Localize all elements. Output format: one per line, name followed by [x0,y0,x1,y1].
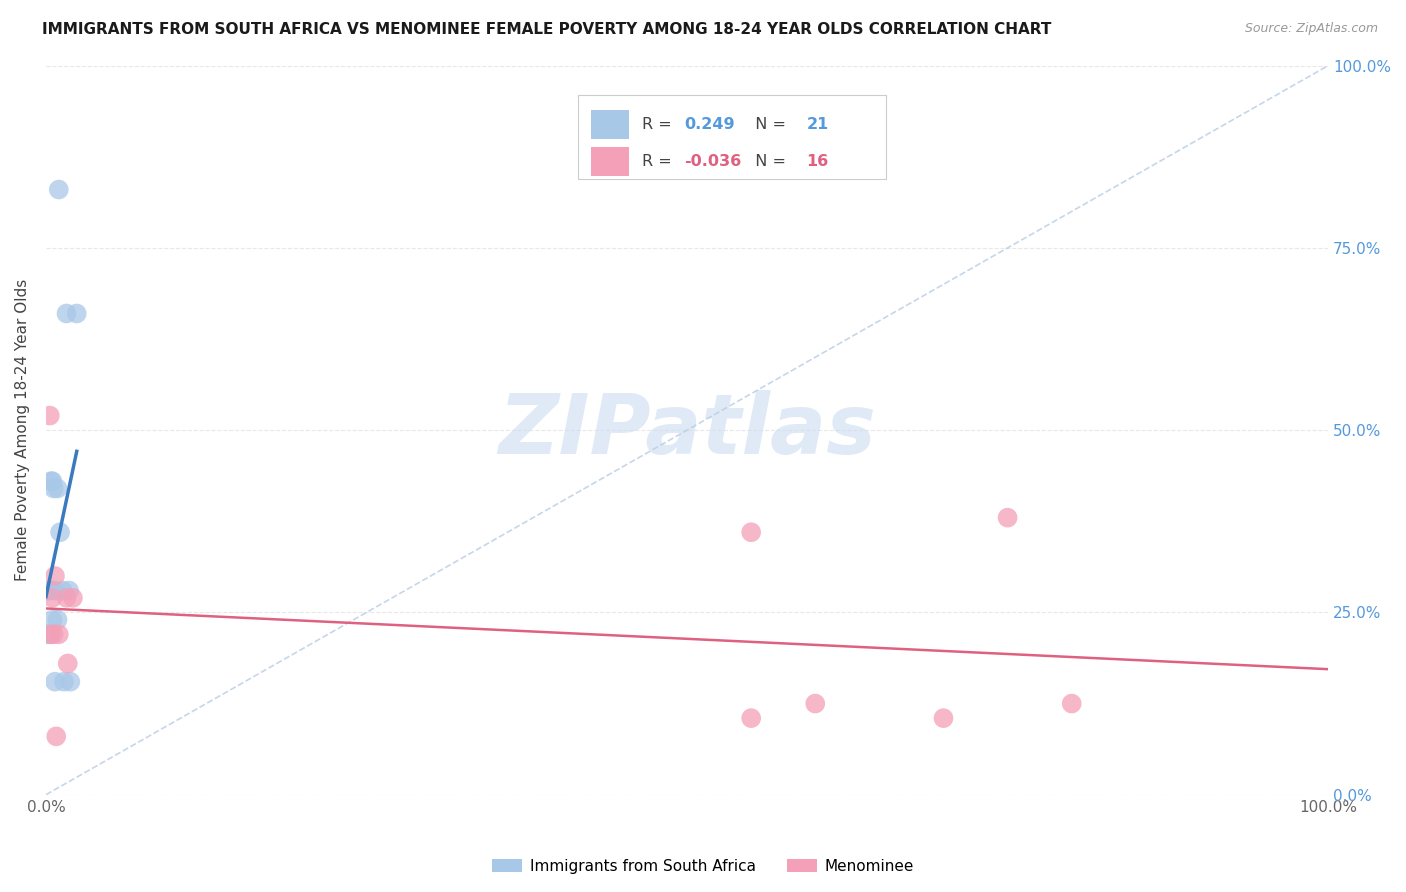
Text: ZIPatlas: ZIPatlas [498,390,876,471]
Point [41,613,63,627]
Legend: Immigrants from South Africa, Menominee: Immigrants from South Africa, Menominee [485,853,921,880]
FancyBboxPatch shape [578,95,886,178]
Point [997,510,1019,524]
Point [932,711,955,725]
Point [39,474,62,488]
Point [41,583,63,598]
Point [48,627,70,641]
Point [48,182,70,196]
Text: R =: R = [643,154,678,169]
Point [49,525,72,540]
Point [38,627,60,641]
Text: 0.249: 0.249 [685,117,735,132]
Y-axis label: Female Poverty Among 18-24 Year Olds: Female Poverty Among 18-24 Year Olds [15,279,30,582]
Point [38,409,60,423]
Point [804,697,827,711]
Point [58,583,80,598]
Point [740,711,762,725]
Point [740,525,762,540]
Point [46,482,69,496]
Point [39,627,62,641]
Text: N =: N = [745,154,792,169]
Point [1060,697,1083,711]
Text: R =: R = [643,117,678,132]
Point [55,306,77,320]
Point [52,674,75,689]
Text: 21: 21 [806,117,828,132]
Text: -0.036: -0.036 [685,154,742,169]
Point [42,627,65,641]
Point [44,583,66,598]
Point [59,674,82,689]
FancyBboxPatch shape [591,110,630,138]
FancyBboxPatch shape [591,147,630,177]
Point [44,674,66,689]
Point [42,482,65,496]
Point [46,613,69,627]
Text: Source: ZipAtlas.com: Source: ZipAtlas.com [1244,22,1378,36]
Point [37,583,59,598]
Point [44,569,66,583]
Point [66,306,89,320]
Point [55,591,77,605]
Point [56,657,79,671]
Text: N =: N = [745,117,792,132]
Point [38,583,60,598]
Point [45,730,67,744]
Point [41,591,63,605]
Point [41,474,63,488]
Point [37,627,59,641]
Point [52,583,75,598]
Text: 16: 16 [806,154,828,169]
Point [62,591,84,605]
Text: IMMIGRANTS FROM SOUTH AFRICA VS MENOMINEE FEMALE POVERTY AMONG 18-24 YEAR OLDS C: IMMIGRANTS FROM SOUTH AFRICA VS MENOMINE… [42,22,1052,37]
